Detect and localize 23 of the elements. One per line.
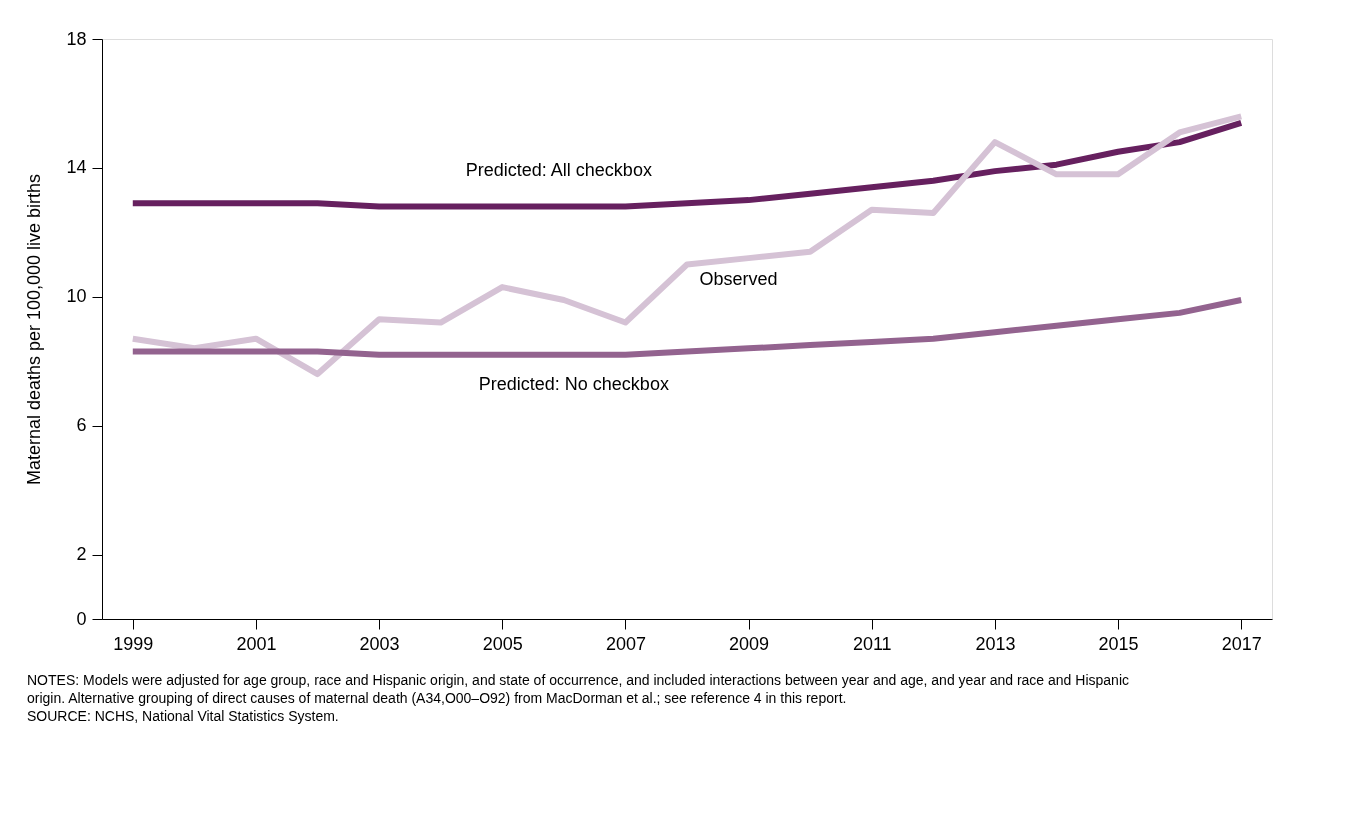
series-label: Observed xyxy=(699,269,778,290)
series-label: Predicted: No checkbox xyxy=(478,373,669,394)
x-tick-label: 2003 xyxy=(359,633,400,654)
series-label: Predicted: All checkbox xyxy=(465,159,652,180)
x-tick-label: 2015 xyxy=(1098,633,1139,654)
text: origin. Alternative grouping of direct causes of maternal death (A34,O00–O92) from MacDorman et al.; see reference 4 in this report. xyxy=(27,690,847,706)
x-tick-label: 2009 xyxy=(729,633,770,654)
x-tick-label: 2001 xyxy=(236,633,277,654)
x-tick-label: 2013 xyxy=(975,633,1016,654)
x-tick-label: 2011 xyxy=(852,633,892,654)
y-axis-title: Maternal deaths per 100,000 live births xyxy=(24,173,45,486)
text: NOTES: Models were adjusted for age group, race and Hispanic origin, and state of occurrence, and included interactions between year and age, and year and race and Hispanic xyxy=(27,672,1129,688)
y-tick-label: 2 xyxy=(76,544,87,565)
y-tick-label: 6 xyxy=(76,415,87,436)
x-tick-label: 2017 xyxy=(1221,633,1262,654)
y-tick-label: 10 xyxy=(66,286,87,307)
y-tick-label: 0 xyxy=(76,608,87,629)
x-tick-label: 1999 xyxy=(113,633,154,654)
x-tick-label: 2007 xyxy=(605,633,646,654)
x-tick-label: 2005 xyxy=(482,633,523,654)
y-tick-label: 18 xyxy=(66,28,87,49)
source-note: SOURCE: NCHS, National Vital Statistics System. xyxy=(27,708,339,724)
y-tick-label: 14 xyxy=(66,157,87,178)
